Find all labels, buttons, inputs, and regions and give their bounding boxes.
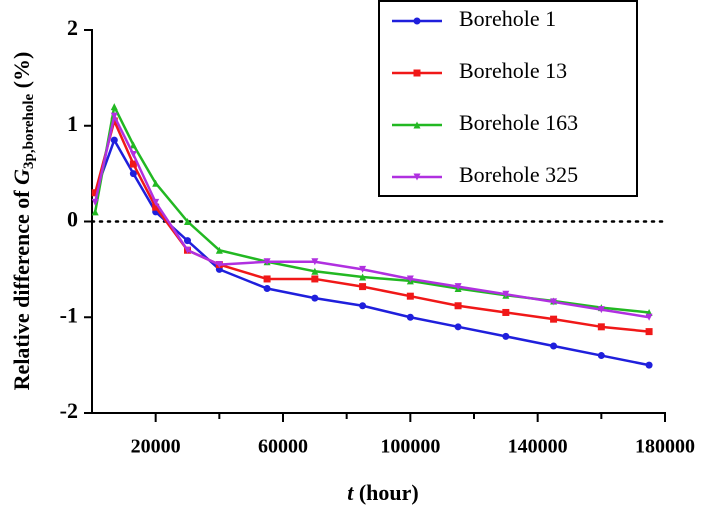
data-point <box>311 267 319 275</box>
data-point <box>550 342 558 350</box>
x-label-var: t <box>347 480 354 505</box>
data-point <box>502 332 510 340</box>
data-point <box>129 150 137 158</box>
legend-label: Borehole 1 <box>459 6 556 31</box>
data-point <box>597 323 605 331</box>
data-point <box>129 141 137 149</box>
data-point <box>502 308 510 316</box>
y-tick-label: 0 <box>67 207 78 232</box>
legend-marker <box>413 173 421 181</box>
data-point <box>454 283 462 291</box>
x-tick-label: 100000 <box>380 436 440 458</box>
data-point <box>502 290 510 298</box>
y-label-sub: 3p,borehole <box>21 93 37 168</box>
data-point <box>550 315 558 323</box>
y-label-var: G <box>9 169 34 185</box>
data-point <box>311 258 319 266</box>
x-tick-label: 140000 <box>508 436 568 458</box>
data-point <box>406 275 414 283</box>
y-tick-label: -2 <box>60 398 78 423</box>
data-point <box>597 352 605 360</box>
legend-marker <box>413 17 421 25</box>
y-tick-label: 2 <box>67 15 78 40</box>
data-point <box>263 258 271 266</box>
data-point <box>184 246 191 254</box>
data-point <box>215 261 223 269</box>
data-point <box>359 283 367 291</box>
data-point <box>311 294 319 302</box>
data-point <box>91 189 99 197</box>
x-tick-label: 180000 <box>635 436 695 458</box>
x-tick-label: 20000 <box>131 436 181 458</box>
data-point <box>645 361 653 369</box>
x-tick-label: 60000 <box>258 436 308 458</box>
data-point <box>152 179 160 187</box>
data-point <box>311 275 319 283</box>
legend-label: Borehole 13 <box>459 58 567 83</box>
data-point <box>550 298 558 306</box>
data-point <box>184 237 191 245</box>
data-point <box>184 218 191 225</box>
data-point <box>406 313 414 321</box>
data-point <box>91 198 99 206</box>
x-label-text: (hour) <box>359 480 419 505</box>
data-point <box>110 112 118 120</box>
legend-label: Borehole 163 <box>459 110 578 135</box>
legend-marker <box>413 69 421 77</box>
data-point <box>91 208 99 216</box>
y-label-text: Relative difference of <box>9 190 34 391</box>
y-tick-label: -1 <box>60 302 78 327</box>
data-point <box>454 323 462 331</box>
legend-box <box>378 0 638 197</box>
y-tick-label: 1 <box>67 111 78 136</box>
data-point <box>645 313 653 321</box>
data-point <box>359 273 367 281</box>
data-point <box>215 246 223 254</box>
data-point <box>406 292 414 300</box>
data-point <box>454 302 462 310</box>
data-point <box>263 275 271 283</box>
data-point <box>359 265 367 273</box>
y-label-unit: (%) <box>9 52 34 89</box>
data-point <box>645 328 653 336</box>
data-point <box>152 198 160 206</box>
y-axis-label: Relative difference of G3p,borehole (%) <box>9 52 40 391</box>
data-point <box>129 160 137 168</box>
data-point <box>359 302 367 310</box>
legend-marker <box>413 121 421 129</box>
data-point <box>110 136 118 144</box>
data-point <box>110 103 118 111</box>
data-point <box>152 203 160 211</box>
data-point <box>129 170 137 178</box>
legend-label: Borehole 325 <box>459 162 578 187</box>
data-point <box>597 306 605 314</box>
x-axis-label: t (hour) <box>347 480 419 505</box>
data-point <box>263 285 271 293</box>
